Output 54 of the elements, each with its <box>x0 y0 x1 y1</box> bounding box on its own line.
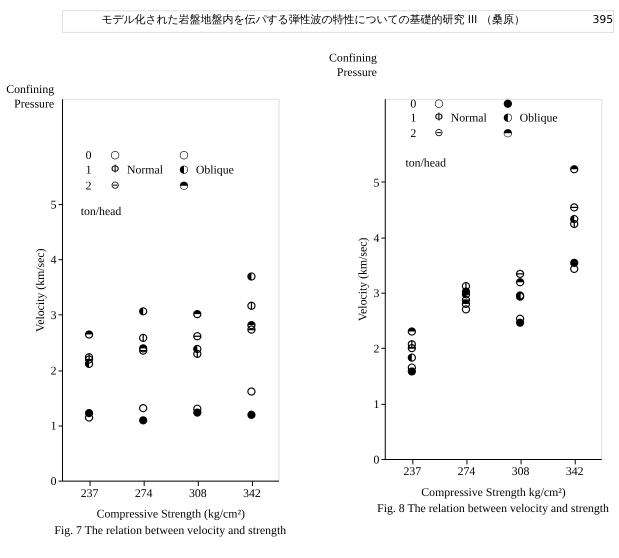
annotation: 0 <box>86 148 92 162</box>
x-tick-label: 342 <box>566 464 584 478</box>
x-tick-label: 308 <box>512 464 530 478</box>
text: 395 <box>592 13 614 26</box>
annotation: ◓ <box>179 178 189 192</box>
annotation: ○ <box>179 148 189 161</box>
y-tick-label: 1 <box>50 418 57 433</box>
y-tick-label: 2 <box>50 363 57 378</box>
x-axis-title: Compressive Strength (kg/cm²) <box>96 506 245 521</box>
annotation: 2 <box>410 126 416 140</box>
y-axis-title: Velocity (km/sec) <box>32 248 47 332</box>
x-tick-label: 237 <box>403 464 422 478</box>
text: モデル化された岩盤地盤内を伝パする弾性波の特性についての基礎的研究 III （桑原） <box>101 13 525 26</box>
annotation: ⊖ <box>110 178 120 192</box>
text: Confining Pressure <box>6 82 54 111</box>
annotation: ● <box>503 96 513 110</box>
annotation: ton/head <box>405 156 446 170</box>
y-tick-label: 3 <box>50 308 57 322</box>
annotation: ⊖ <box>434 126 444 140</box>
x-tick-label: 274 <box>134 486 153 500</box>
y-tick-label: 0 <box>373 452 380 466</box>
y-tick-label: 2 <box>373 342 380 356</box>
y-tick-label: 4 <box>373 230 380 245</box>
text: Fig. 8 The relation between velocity and strength <box>377 501 609 516</box>
y-tick-label: 5 <box>373 175 380 190</box>
text: Fig. 7 The relation between velocity and strength <box>54 522 286 537</box>
annotation: 1 <box>410 110 416 124</box>
x-tick-label: 342 <box>243 486 261 500</box>
annotation: ◐ <box>179 162 189 176</box>
y-tick-label: 5 <box>50 197 57 212</box>
y-axis-title: Velocity (km/sec) <box>356 238 370 322</box>
annotation: 1 <box>86 162 92 177</box>
text: Confining Pressure <box>329 50 377 80</box>
annotation: Φ <box>110 162 120 176</box>
y-tick-label: 4 <box>50 252 57 267</box>
annotation: ○ <box>434 96 444 110</box>
annotation: Normal <box>450 110 488 124</box>
x-axis-title: Compressive Strength kg/cm²) <box>421 484 566 499</box>
annotation: ◐ <box>503 110 513 124</box>
annotation: Normal <box>126 162 164 177</box>
y-tick-label: 0 <box>50 474 57 488</box>
annotation: 0 <box>410 96 416 111</box>
x-tick-label: 308 <box>188 486 207 500</box>
annotation: ton/head <box>80 204 122 218</box>
annotation: ◓ <box>503 126 513 140</box>
y-tick-label: 3 <box>373 286 380 300</box>
annotation: Oblique <box>196 162 234 177</box>
annotation: Oblique <box>520 110 558 124</box>
x-tick-label: 237 <box>80 486 98 500</box>
y-tick-label: 1 <box>373 397 380 412</box>
annotation: 2 <box>86 178 92 192</box>
annotation: ○ <box>110 148 120 161</box>
x-tick-label: 274 <box>458 464 476 478</box>
annotation: Φ <box>434 110 444 124</box>
